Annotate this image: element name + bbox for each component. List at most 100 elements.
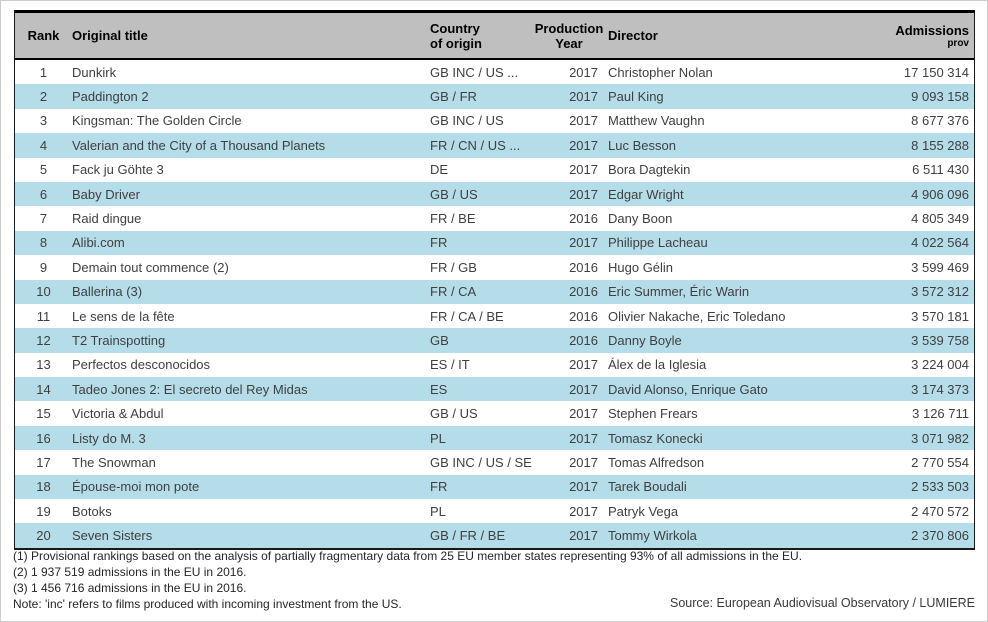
cell-rank: 9 — [39, 259, 48, 275]
table-row: 1 Dunkirk GB INC / US ... 2017 Christoph… — [15, 60, 974, 85]
cell-production-year: 2017 — [569, 430, 598, 446]
cell-original-title: The Snowman — [72, 454, 156, 470]
cell-country-of-origin: PL — [430, 430, 446, 446]
header-country-line2: of origin — [430, 35, 482, 51]
cell-country-of-origin: FR / CA — [430, 284, 477, 300]
header-director: Director — [608, 13, 844, 58]
table-row: 6 Baby Driver GB / US 2017 Edgar Wright … — [15, 181, 974, 207]
cell-country-of-origin: DE — [430, 162, 449, 178]
cell-director: Matthew Vaughn — [608, 113, 705, 129]
cell-admissions: 6 511 430 — [912, 162, 969, 178]
cell-director: Philippe Lacheau — [608, 235, 708, 251]
cell-admissions: 8 155 288 — [911, 137, 969, 153]
cell-production-year: 2017 — [569, 137, 598, 153]
cell-admissions: 2 370 806 — [911, 528, 969, 544]
table-row: 10 Ballerina (3) FR / CA 2016 Eric Summe… — [15, 279, 974, 304]
table-row: 4 Valerian and the City of a Thousand Pl… — [15, 133, 974, 158]
footnote-2: (2) 1 937 519 admissions in the EU in 20… — [13, 565, 247, 579]
cell-production-year: 2016 — [569, 332, 598, 348]
header-rank-label: Rank — [27, 28, 60, 43]
cell-director: Tomas Alfredson — [608, 454, 705, 470]
cell-country-of-origin: FR — [430, 479, 448, 495]
cell-director: Tarek Boudali — [608, 479, 687, 495]
cell-admissions: 17 150 314 — [903, 64, 969, 80]
cell-director: Dany Boon — [608, 211, 673, 227]
cell-rank: 10 — [36, 284, 51, 300]
cell-rank: 15 — [36, 406, 51, 422]
cell-rank: 7 — [39, 211, 48, 227]
footnote-inc: Note: 'inc' refers to films produced wit… — [13, 597, 402, 611]
cell-director: Álex de la Iglesia — [608, 357, 707, 373]
cell-country-of-origin: GB — [430, 332, 449, 348]
header-admissions-label: Admissions — [895, 22, 969, 38]
table-row: 18 Épouse-moi mon pote FR 2017 Tarek Bou… — [15, 474, 974, 500]
table-row: 11 Le sens de la fête FR / CA / BE 2016 … — [15, 303, 974, 329]
cell-rank: 5 — [39, 162, 48, 178]
cell-rank: 20 — [36, 528, 51, 544]
cell-country-of-origin: FR / CN / US ... — [430, 137, 521, 153]
cell-rank: 8 — [39, 235, 48, 251]
cell-production-year: 2017 — [569, 64, 598, 80]
cell-production-year: 2017 — [569, 406, 598, 422]
header-country-line1: Country — [430, 20, 480, 36]
cell-country-of-origin: ES / IT — [430, 357, 470, 373]
cell-country-of-origin: PL — [430, 503, 446, 519]
table-row: 20 Seven Sisters GB / FR / BE 2017 Tommy… — [15, 523, 974, 548]
cell-rank: 19 — [36, 503, 51, 519]
cell-rank: 12 — [36, 332, 51, 348]
cell-director: Bora Dagtekin — [608, 162, 691, 178]
cell-original-title: Demain tout commence (2) — [72, 259, 229, 275]
cell-production-year: 2017 — [569, 235, 598, 251]
cell-production-year: 2017 — [569, 479, 598, 495]
table-header-row: Rank Original title Country of origin Pr… — [15, 13, 974, 60]
cell-original-title: Victoria & Abdul — [72, 406, 164, 422]
cell-admissions: 2 770 554 — [911, 454, 969, 470]
cell-original-title: T2 Trainspotting — [72, 332, 166, 348]
table-row: 8 Alibi.com FR 2017 Philippe Lacheau 4 0… — [15, 230, 974, 256]
cell-country-of-origin: GB / US — [430, 186, 478, 202]
table-row: 2 Paddington 2 GB / FR 2017 Paul King 9 … — [15, 84, 974, 109]
cell-rank: 4 — [39, 137, 48, 153]
table-row: 7 Raid dingue FR / BE 2016 Dany Boon 4 8… — [15, 206, 974, 231]
header-director-label: Director — [608, 28, 658, 43]
table-row: 13 Perfectos desconocidos ES / IT 2017 Á… — [15, 352, 974, 378]
cell-original-title: Botoks — [72, 503, 112, 519]
cell-rank: 16 — [36, 430, 51, 446]
admissions-table: Rank Original title Country of origin Pr… — [14, 10, 975, 550]
cell-original-title: Ballerina (3) — [72, 284, 143, 300]
cell-director: Stephen Frears — [608, 406, 698, 422]
cell-rank: 17 — [36, 454, 51, 470]
cell-admissions: 3 599 469 — [911, 259, 969, 275]
cell-rank: 13 — [36, 357, 51, 373]
cell-rank: 6 — [39, 186, 48, 202]
cell-production-year: 2017 — [569, 357, 598, 373]
header-original-title: Original title — [72, 13, 430, 58]
header-title-label: Original title — [72, 28, 148, 43]
cell-country-of-origin: FR / CA / BE — [430, 308, 504, 324]
cell-admissions: 3 071 982 — [911, 430, 969, 446]
cell-admissions: 3 126 711 — [912, 406, 969, 422]
cell-admissions: 2 533 503 — [911, 479, 969, 495]
table-row: 12 T2 Trainspotting GB 2016 Danny Boyle … — [15, 328, 974, 353]
cell-original-title: Baby Driver — [72, 186, 140, 202]
cell-admissions: 3 572 312 — [911, 284, 969, 300]
cell-original-title: Dunkirk — [72, 64, 117, 80]
cell-admissions: 4 805 349 — [911, 211, 969, 227]
cell-admissions: 3 174 373 — [911, 381, 969, 397]
cell-rank: 1 — [39, 64, 48, 80]
cell-director: Luc Besson — [608, 137, 676, 153]
cell-production-year: 2016 — [569, 308, 598, 324]
cell-original-title: Raid dingue — [72, 211, 142, 227]
cell-director: Patryk Vega — [608, 503, 679, 519]
header-country-of-origin: Country of origin — [430, 13, 530, 58]
table-row: 19 Botoks PL 2017 Patryk Vega 2 470 572 — [15, 499, 974, 524]
cell-country-of-origin: GB INC / US / SE — [430, 454, 532, 470]
cell-admissions: 8 677 376 — [911, 113, 969, 129]
cell-original-title: Alibi.com — [72, 235, 125, 251]
cell-director: Eric Summer, Éric Warin — [608, 284, 750, 300]
cell-rank: 3 — [39, 113, 48, 129]
table-row: 14 Tadeo Jones 2: El secreto del Rey Mid… — [15, 377, 974, 402]
footnote-3: (3) 1 456 716 admissions in the EU in 20… — [13, 581, 247, 595]
cell-country-of-origin: ES — [430, 381, 448, 397]
cell-original-title: Seven Sisters — [72, 528, 153, 544]
